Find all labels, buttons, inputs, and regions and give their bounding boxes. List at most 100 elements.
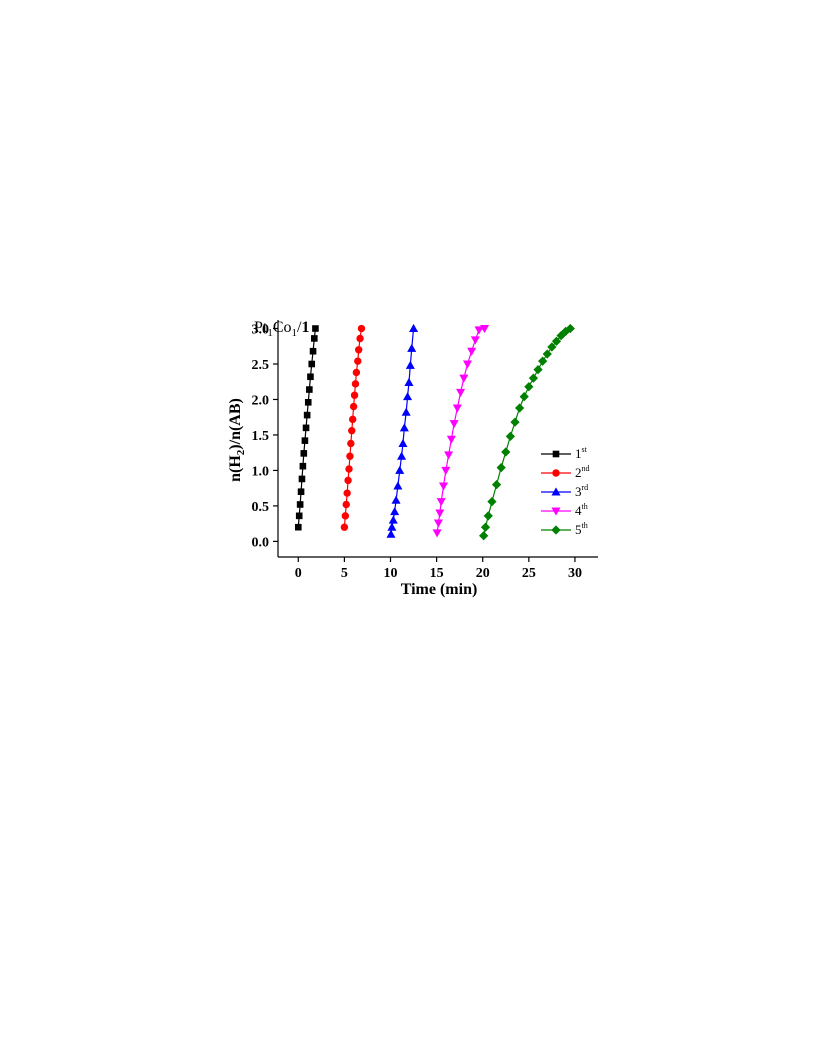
data-point [306, 386, 313, 393]
data-point [407, 343, 417, 352]
series-line [483, 327, 571, 536]
data-point [349, 402, 358, 411]
data-point [308, 360, 316, 368]
data-point [538, 356, 548, 366]
data-point [348, 426, 356, 435]
legend-entry: 5th [541, 521, 588, 537]
data-point [303, 411, 311, 419]
data-point [346, 452, 354, 460]
legend-marker [552, 450, 560, 458]
data-point [302, 424, 310, 432]
data-point [474, 326, 484, 335]
data-point [307, 373, 314, 381]
data-point [496, 462, 506, 473]
data-point [510, 417, 520, 427]
data-point [298, 475, 306, 483]
data-point [342, 500, 350, 509]
series-layer [294, 323, 575, 541]
legend-marker [551, 487, 561, 496]
data-point [405, 360, 415, 369]
y-tick-label: 3.0 [252, 323, 270, 338]
data-point [501, 447, 511, 457]
data-point [312, 325, 319, 332]
series-4 [432, 325, 490, 538]
x-tick-label: 25 [522, 566, 536, 581]
data-point [297, 488, 305, 496]
data-point [343, 489, 351, 497]
data-point [528, 373, 539, 383]
data-point [403, 392, 413, 401]
data-point [397, 451, 407, 460]
data-point [519, 392, 529, 402]
legend-entry: 1st [541, 445, 588, 461]
series-3 [386, 323, 419, 538]
legend-marker [552, 469, 560, 477]
data-point [350, 391, 359, 399]
data-point [556, 330, 566, 341]
x-axis-title: Time (min) [401, 581, 478, 598]
data-point [357, 324, 366, 333]
data-point [356, 334, 364, 343]
data-point [470, 336, 480, 345]
legend-marker [551, 525, 561, 535]
data-point [480, 522, 491, 532]
data-point [459, 374, 469, 383]
data-point [296, 501, 304, 508]
data-point [352, 368, 361, 377]
legend-label: 3rd [575, 483, 588, 499]
data-point [524, 382, 534, 392]
data-point [294, 523, 302, 531]
legend-label: 5th [575, 521, 588, 537]
data-point [487, 497, 497, 507]
y-tick-label: 0.0 [252, 535, 270, 550]
data-point [348, 415, 357, 424]
plot-frame [277, 320, 598, 558]
data-point [399, 423, 409, 432]
data-point [480, 325, 490, 334]
data-point [395, 465, 405, 474]
data-point [514, 403, 525, 413]
data-point [444, 451, 454, 460]
legend-label: 2nd [575, 464, 590, 480]
data-point [311, 335, 318, 342]
data-point [436, 498, 446, 507]
data-point [347, 439, 355, 448]
data-point [435, 509, 445, 518]
data-point [388, 515, 398, 524]
data-point [467, 347, 477, 356]
data-point [463, 360, 473, 369]
data-point [505, 431, 516, 441]
y-tick-label: 0.5 [252, 500, 270, 515]
data-point [439, 482, 449, 491]
legend-marker [551, 507, 561, 516]
data-point [300, 450, 308, 457]
legend-label: 1st [575, 445, 588, 461]
series-line [436, 327, 485, 533]
data-point [351, 380, 360, 388]
data-point [542, 349, 552, 359]
x-tick-label: 20 [476, 566, 490, 581]
x-tick-label: 15 [430, 566, 444, 581]
y-tick-label: 2.5 [252, 358, 270, 373]
series-1 [294, 325, 319, 531]
legend-entry: 4th [541, 502, 588, 518]
data-point [354, 346, 363, 354]
data-point [391, 495, 401, 504]
data-point [401, 407, 411, 416]
x-tick-label: 5 [341, 566, 348, 581]
data-point [404, 377, 414, 386]
y-axis-title: n(H2)/n(AB) [227, 398, 247, 482]
data-point [398, 438, 408, 447]
x-tick-label: 30 [568, 566, 582, 581]
data-point [354, 357, 362, 365]
data-point [449, 420, 459, 429]
series-line [390, 328, 415, 535]
legend-entry: 2nd [541, 464, 590, 480]
data-point [479, 531, 489, 541]
data-point [301, 437, 309, 444]
data-point [433, 519, 443, 528]
panel-label: Pt1Co1/1 [254, 319, 309, 339]
data-point [304, 399, 312, 406]
data-point [446, 435, 456, 444]
